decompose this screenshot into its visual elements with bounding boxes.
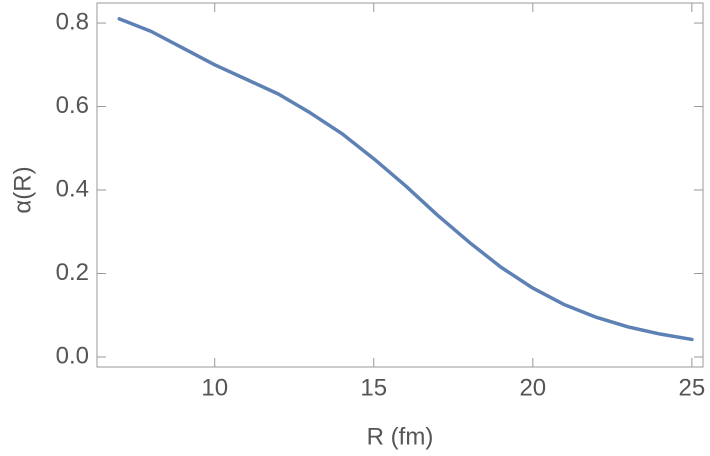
x-tick-label: 25: [679, 374, 706, 401]
plot-frame: [96, 2, 704, 368]
data-line: [117, 17, 694, 342]
x-tick-label: 15: [360, 374, 387, 401]
y-tick-label: 0.8: [56, 8, 89, 35]
x-tick-label: 20: [519, 374, 546, 401]
y-tick-label: 0.6: [56, 92, 89, 119]
y-tick-label: 0.2: [56, 259, 89, 286]
y-tick-label: 0.0: [56, 342, 89, 369]
x-tick-label: 10: [201, 374, 228, 401]
y-tick-label: 0.4: [56, 175, 89, 202]
y-axis-label: α(R): [9, 166, 36, 213]
x-axis-label: R (fm): [367, 423, 434, 450]
